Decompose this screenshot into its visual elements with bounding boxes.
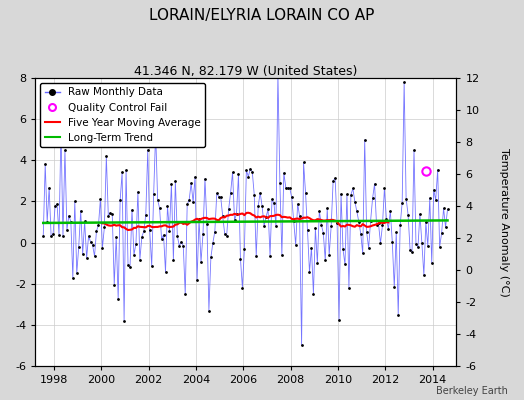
Text: LORAIN/ELYRIA LORAIN CO AP: LORAIN/ELYRIA LORAIN CO AP — [149, 8, 375, 23]
Title: 41.346 N, 82.179 W (United States): 41.346 N, 82.179 W (United States) — [134, 65, 357, 78]
Y-axis label: Temperature Anomaly (°C): Temperature Anomaly (°C) — [499, 148, 509, 296]
Text: Berkeley Earth: Berkeley Earth — [436, 386, 508, 396]
Legend: Raw Monthly Data, Quality Control Fail, Five Year Moving Average, Long-Term Tren: Raw Monthly Data, Quality Control Fail, … — [40, 83, 205, 147]
